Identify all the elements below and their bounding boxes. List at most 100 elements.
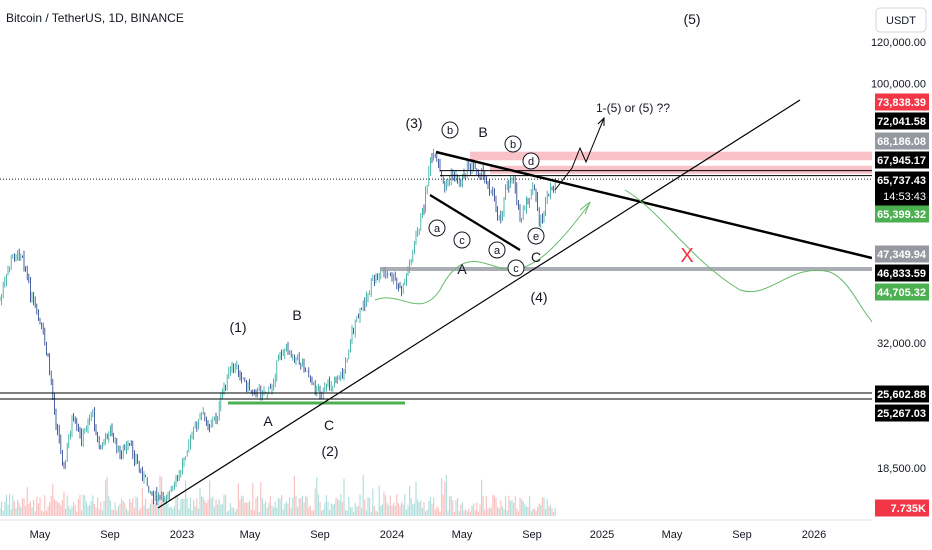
volume-bar — [317, 494, 319, 516]
volume-bar — [274, 501, 276, 516]
volume-bar — [314, 488, 316, 516]
volume-bar — [313, 510, 315, 516]
volume-bar — [55, 500, 57, 516]
target-zone-upper — [470, 151, 872, 161]
volume-bar — [263, 503, 265, 516]
descending-trendline — [435, 150, 872, 260]
volume-bar — [237, 483, 239, 516]
volume-bar — [28, 504, 30, 516]
x-tick-label: Sep — [310, 529, 330, 541]
volume-bar — [122, 500, 124, 516]
x-tick-label: 2023 — [170, 529, 194, 541]
volume-bar — [172, 508, 174, 516]
wave-label: (2) — [321, 443, 338, 459]
volume-bar — [25, 505, 27, 516]
volume-bar — [497, 506, 499, 516]
volume-bar — [389, 495, 391, 516]
volume-bar — [41, 510, 43, 516]
volume-bar — [212, 496, 214, 516]
volume-bar — [441, 478, 443, 516]
volume-bar — [87, 505, 89, 516]
volume-bar — [308, 507, 310, 516]
volume-bar — [106, 476, 108, 516]
circled-label-text: d — [528, 156, 534, 168]
volume-bar — [525, 506, 527, 516]
volume-bar — [244, 502, 246, 516]
volume-bar — [325, 495, 327, 516]
volume-bar — [205, 502, 207, 516]
x-tick-label: 2025 — [590, 529, 614, 541]
volume-bar — [279, 498, 281, 516]
volume-bar — [394, 505, 396, 516]
volume-bar — [530, 510, 532, 516]
volume-bar — [405, 509, 407, 516]
volume-bar — [335, 497, 337, 516]
volume-bar — [229, 503, 231, 516]
volume-bar — [300, 498, 302, 516]
volume-bar — [417, 499, 419, 516]
price-tag-label: 7.735K — [891, 503, 927, 515]
volume-bar — [197, 508, 199, 516]
volume-bar — [185, 480, 187, 516]
volume-bar — [31, 507, 33, 516]
volume-bar — [553, 511, 555, 516]
price-tag-label: 25,267.03 — [877, 408, 926, 420]
volume-bar — [545, 509, 547, 516]
volume-bar — [324, 503, 326, 516]
volume-bar — [143, 504, 145, 516]
volume-bar — [457, 497, 459, 516]
volume-bar — [69, 509, 71, 516]
volume-bar — [103, 500, 105, 516]
volume-bar — [105, 479, 107, 516]
volume-bar — [345, 510, 347, 516]
volume-bar — [26, 487, 28, 516]
volume-bar — [231, 507, 233, 516]
volume-bar — [341, 501, 343, 516]
circled-label-text: a — [434, 223, 441, 235]
volume-bar — [44, 495, 46, 516]
volume-bar — [124, 503, 126, 516]
volume-bar — [492, 495, 494, 516]
circled-wave-label: e — [527, 227, 545, 245]
volume-bar — [242, 496, 244, 516]
volume-bar — [9, 494, 11, 516]
volume-bar — [36, 496, 38, 516]
volume-bar — [60, 505, 62, 516]
volume-bar — [52, 483, 54, 516]
x-tick-label: May — [30, 529, 51, 541]
volume-bar — [538, 503, 540, 516]
wave-label: (1) — [229, 319, 246, 335]
volume-bar — [74, 504, 76, 516]
volume-bar — [57, 502, 59, 516]
volume-bar — [332, 504, 334, 516]
volume-bar — [298, 498, 300, 516]
volume-bar — [58, 502, 60, 516]
volume-bar — [388, 505, 390, 516]
volume-bar — [321, 510, 323, 516]
volume-bar — [354, 502, 356, 516]
volume-bar — [482, 496, 484, 516]
volume-bar — [223, 495, 225, 516]
volume-bar — [481, 479, 483, 516]
volume-bar — [178, 509, 180, 516]
volume-bar — [301, 495, 303, 516]
volume-bar — [316, 477, 318, 516]
volume-bar — [233, 507, 235, 516]
price-axis[interactable]: 120,000.00 100,000.00 32,000.00 18,500.00 7… — [871, 0, 932, 520]
volume-bar — [463, 510, 465, 516]
volume-bar — [372, 488, 374, 516]
volume-bar — [164, 497, 166, 516]
volume-bar — [241, 495, 243, 516]
volume-bar — [364, 499, 366, 516]
volume-bar — [421, 507, 423, 516]
volume-bar — [220, 504, 222, 516]
circled-label-text: a — [494, 245, 501, 257]
currency-button[interactable]: USDT — [875, 7, 927, 33]
volume-bar — [434, 509, 436, 516]
volume-bar — [501, 506, 503, 516]
time-axis[interactable]: May Sep 2023 May Sep 2024 May Sep 2025 May Sep 2026 — [0, 519, 872, 541]
circled-wave-label: a — [488, 241, 506, 259]
volume-bar — [50, 495, 52, 516]
price-tag: 7.735K — [875, 499, 929, 517]
